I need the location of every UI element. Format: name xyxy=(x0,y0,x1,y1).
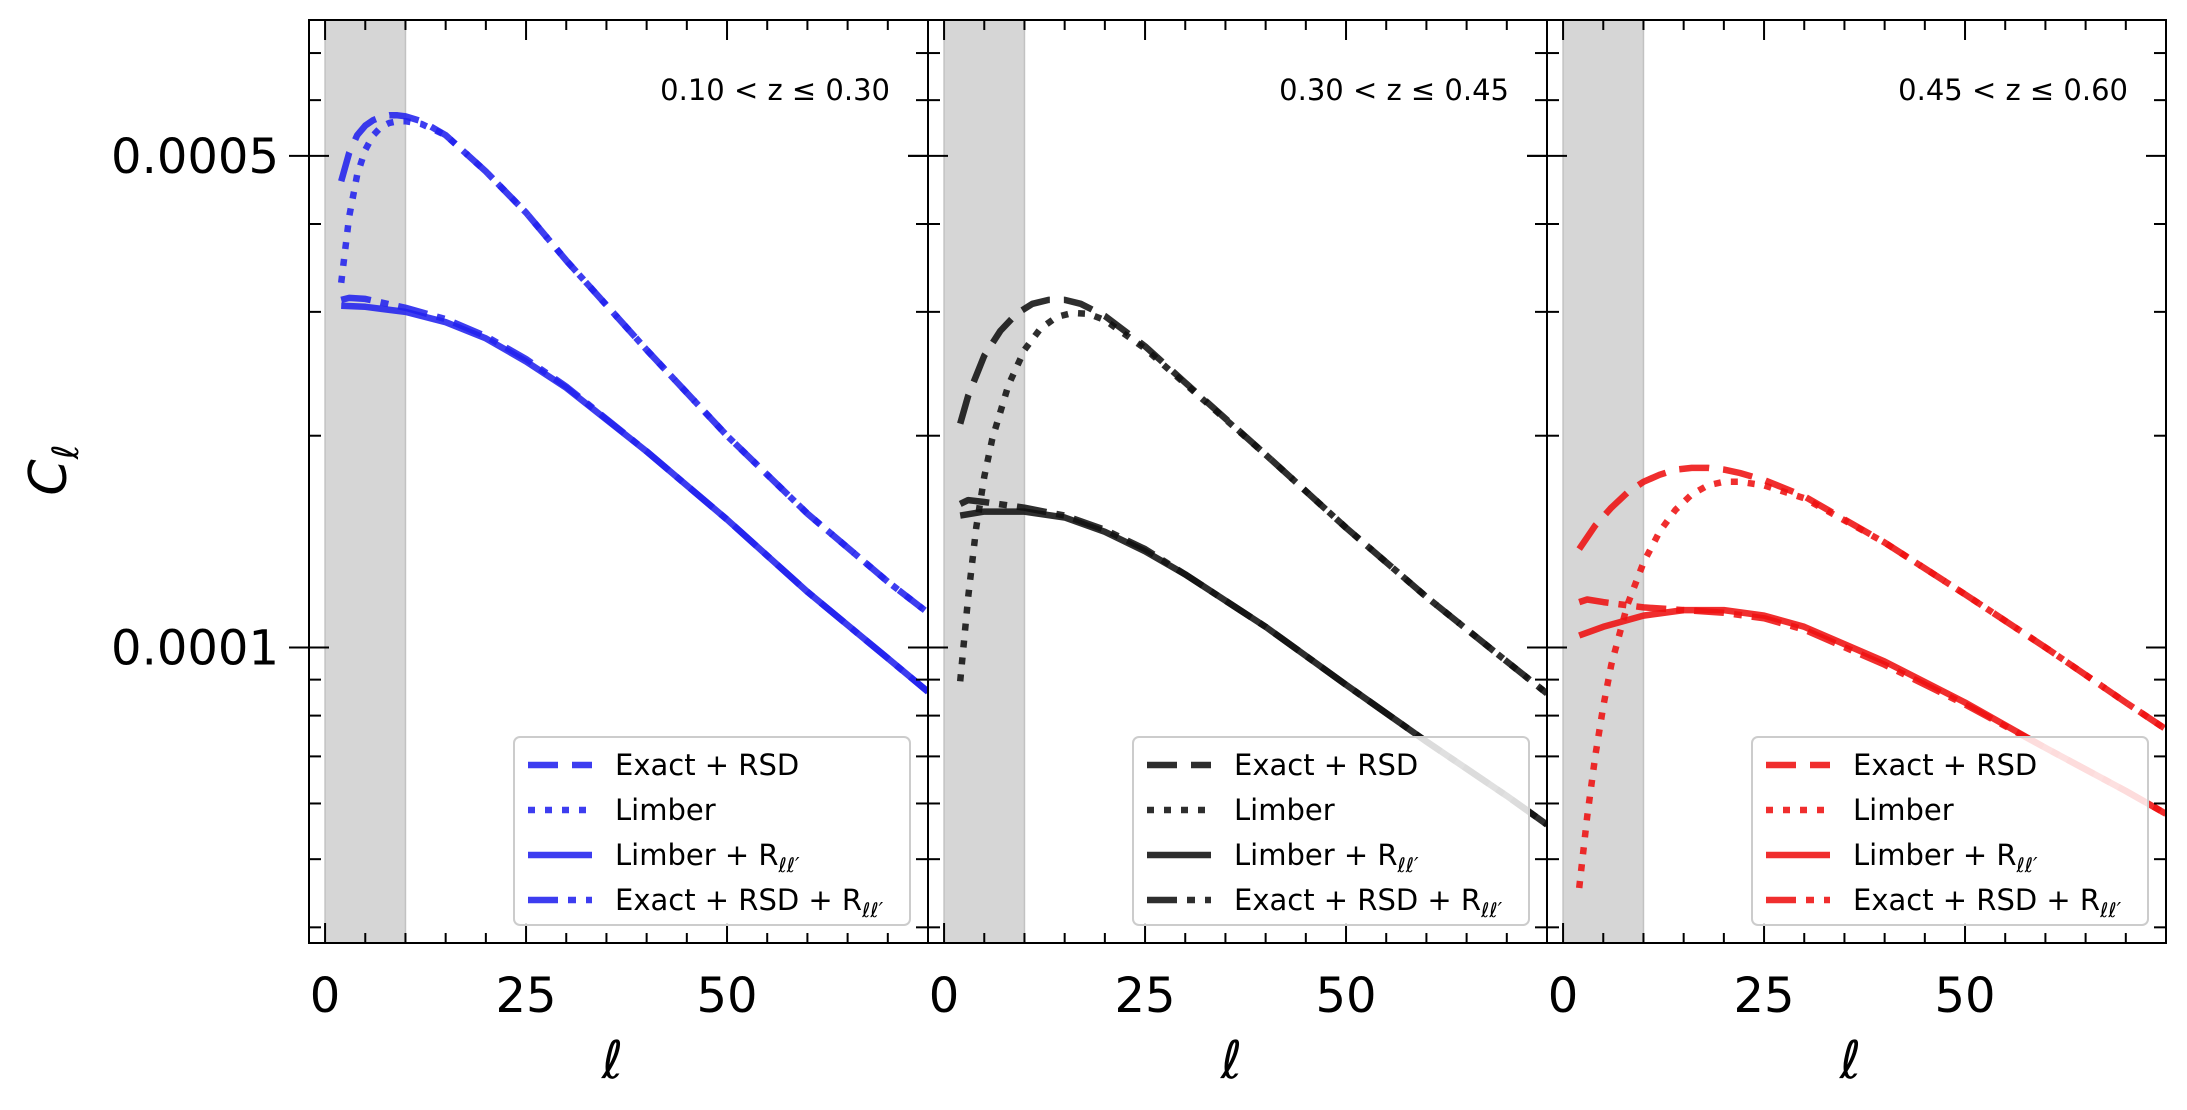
legend-box xyxy=(1132,736,1530,926)
x-tick-label: 0 xyxy=(929,968,960,1024)
legend-label: Exact + RSD + Rℓℓ′ xyxy=(1234,883,1503,922)
y-axis-label: Cℓ xyxy=(19,444,87,495)
x-tick-label: 25 xyxy=(496,968,557,1024)
series-line-solid xyxy=(341,302,928,695)
legend-label: Limber xyxy=(615,793,716,827)
legend-label: Exact + RSD + Rℓℓ′ xyxy=(615,883,884,922)
legend-label-subscript: ℓℓ′ xyxy=(861,898,884,922)
series-line-dotted xyxy=(337,117,928,616)
legend-label: Limber + Rℓℓ′ xyxy=(1234,838,1419,877)
series-line-dashdot xyxy=(1578,596,2166,817)
series-line-dashed xyxy=(957,296,1547,697)
legend-label-subscript: ℓℓ′ xyxy=(2016,853,2039,877)
series-line-dotted xyxy=(1575,478,2166,889)
shaded-region xyxy=(324,19,407,944)
legend-box xyxy=(513,736,911,926)
legend-label: Exact + RSD + Rℓℓ′ xyxy=(1853,883,2122,922)
legend-label: Limber xyxy=(1853,793,1954,827)
x-axis-label: ℓ xyxy=(1839,1031,1861,1091)
legend-label: Limber + Rℓℓ′ xyxy=(615,838,800,877)
legend-label-subscript: ℓℓ′ xyxy=(1397,853,1420,877)
panel-3: 0 25 50 ℓ 0.45 < z ≤ 0.60 Exact + RSD Limber Li… xyxy=(1527,19,2167,1091)
redshift-bin-label: 0.45 < z ≤ 0.60 xyxy=(1898,73,2128,107)
y-tick-label: 0.0001 xyxy=(111,620,279,676)
legend-label: Exact + RSD xyxy=(1853,748,2037,782)
x-tick-label: 0 xyxy=(1548,968,1579,1024)
x-tick-label: 50 xyxy=(696,968,757,1024)
series-line-dashed xyxy=(1576,464,2166,733)
panel-2: 0 25 50 ℓ 0.30 < z ≤ 0.45 Exact + RSD Limber Li… xyxy=(908,19,1548,1091)
x-tick-label: 50 xyxy=(1934,968,1995,1024)
shaded-region xyxy=(1562,19,1645,944)
x-tick-label: 50 xyxy=(1315,968,1376,1024)
y-axis-label-main: C xyxy=(19,459,79,496)
x-axis-label: ℓ xyxy=(601,1031,623,1091)
shaded-region xyxy=(943,19,1026,944)
legend-label: Limber xyxy=(1234,793,1335,827)
legend-label: Limber + Rℓℓ′ xyxy=(1853,838,2038,877)
series-line-dashdot xyxy=(340,294,928,695)
legend-label: Exact + RSD xyxy=(615,748,799,782)
y-tick-label: 0.0005 xyxy=(111,129,279,185)
legend-box xyxy=(1751,736,2149,926)
y-axis-label-sub: ℓ xyxy=(46,444,87,460)
panel-1: 0 25 50 0.0005 0.0001 ℓ 0.10 < z ≤ 0.30 Exact +… xyxy=(111,19,929,1091)
x-axis-label: ℓ xyxy=(1220,1031,1242,1091)
series-line-dashed xyxy=(338,112,928,616)
redshift-bin-label: 0.30 < z ≤ 0.45 xyxy=(1279,73,1509,107)
redshift-bin-label: 0.10 < z ≤ 0.30 xyxy=(660,73,890,107)
legend-label-subscript: ℓℓ′ xyxy=(1480,898,1503,922)
legend-label: Exact + RSD xyxy=(1234,748,1418,782)
panels-layer: 0 25 50 0.0005 0.0001 ℓ 0.10 < z ≤ 0.30 Exact +… xyxy=(111,19,2167,1091)
series-line-dotted xyxy=(956,309,1547,697)
legend-label-subscript: ℓℓ′ xyxy=(778,853,801,877)
x-tick-label: 0 xyxy=(310,968,341,1024)
series-group xyxy=(337,112,928,695)
panel-frame xyxy=(1546,19,2167,944)
legend-label-subscript: ℓℓ′ xyxy=(2099,898,2122,922)
x-tick-label: 25 xyxy=(1115,968,1176,1024)
x-tick-label: 25 xyxy=(1734,968,1795,1024)
